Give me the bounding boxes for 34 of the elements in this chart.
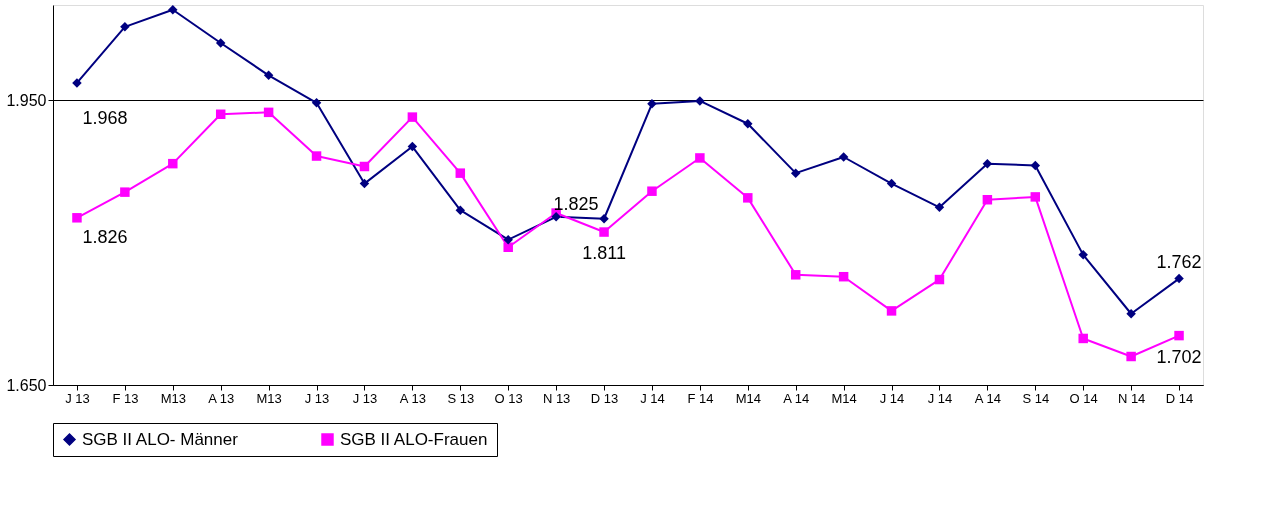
x-tick-label: S 14 — [1022, 390, 1050, 406]
x-tick-label: D 14 — [1165, 390, 1194, 406]
x-tick-label: F 13 — [112, 390, 139, 406]
y-tick-label: 1.950 — [6, 91, 47, 109]
data-label: 1.762 — [1156, 251, 1202, 272]
x-tick-label: A 14 — [783, 390, 810, 406]
x-tick-label: J 13 — [65, 390, 90, 406]
data-label: 1.968 — [82, 107, 128, 128]
x-tick-label: M14 — [831, 390, 857, 406]
x-tick-label: J 14 — [879, 390, 905, 406]
x-tick-label: A 14 — [974, 390, 1001, 406]
x-tick-label: O 14 — [1069, 390, 1098, 406]
x-tick-label: A 13 — [208, 390, 235, 406]
legend-label: SGB II ALO- Männer — [82, 429, 239, 449]
x-tick-label: N 14 — [1117, 390, 1146, 406]
data-label: 1.811 — [582, 243, 626, 264]
data-label: 1.702 — [1156, 346, 1202, 367]
x-tick-label: A 13 — [399, 390, 426, 406]
x-tick-label: F 14 — [687, 390, 714, 406]
x-tick-label: M14 — [735, 390, 761, 406]
x-tick-label: J 14 — [640, 390, 665, 406]
x-tick-label: J 13 — [304, 390, 330, 406]
data-label: 1.825 — [553, 193, 599, 214]
x-tick-label: D 13 — [590, 390, 619, 406]
x-tick-label: N 13 — [542, 390, 571, 406]
x-tick-label: J 14 — [927, 390, 953, 406]
x-tick-label: M13 — [160, 390, 186, 406]
x-tick-label: S 13 — [447, 390, 475, 406]
x-tick-label: J 13 — [352, 390, 378, 406]
x-tick-label: M13 — [256, 390, 282, 406]
x-tick-label: O 13 — [494, 390, 523, 406]
data-label: 1.826 — [82, 226, 128, 247]
legend-label: SGB II ALO-Frauen — [340, 429, 488, 449]
y-tick-label: 1.650 — [6, 376, 47, 394]
